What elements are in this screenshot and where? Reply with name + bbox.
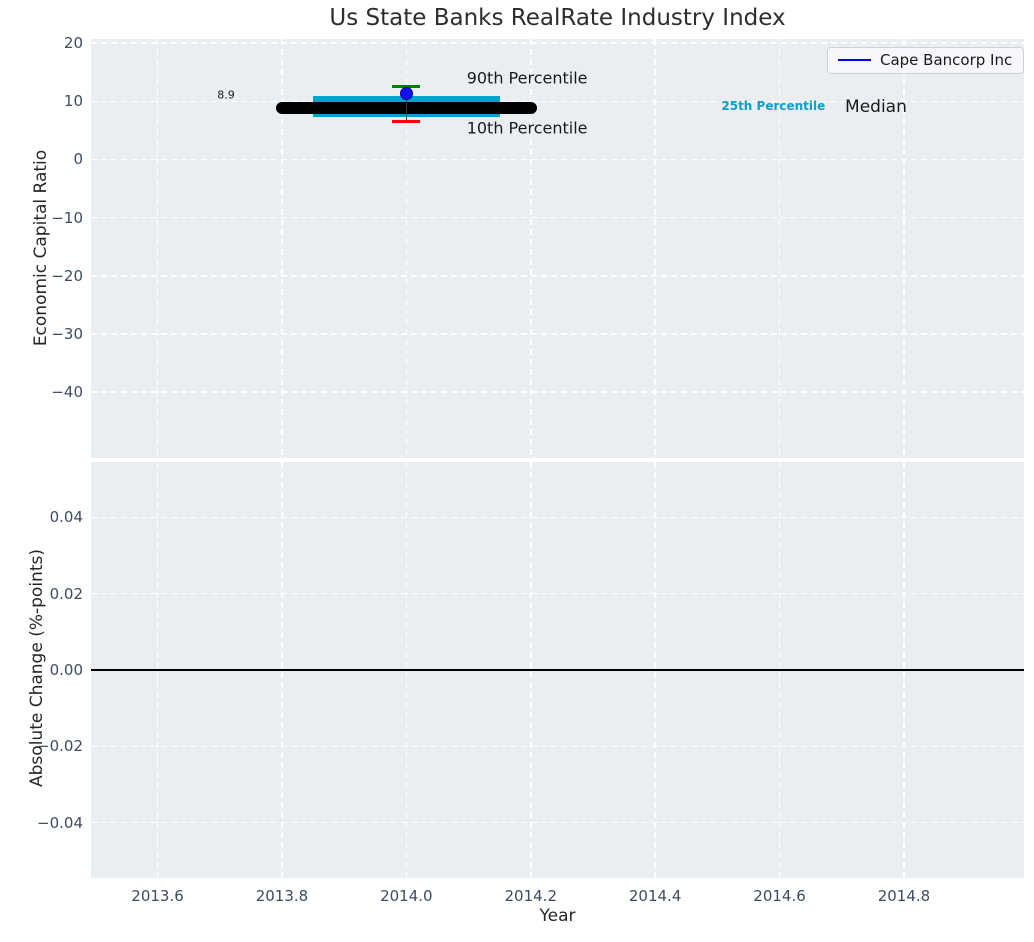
gridline-vertical	[530, 39, 532, 458]
annotation-median-value-label: 8.9	[217, 88, 235, 102]
zero-line	[91, 669, 1024, 671]
y-tick-label: −40	[51, 383, 83, 402]
x-tick-label: 2014.6	[753, 887, 806, 905]
company-point	[399, 86, 413, 100]
x-axis-label: Year	[539, 906, 576, 926]
x-tick-label: 2014.4	[628, 887, 682, 905]
gridline-vertical	[281, 39, 283, 458]
y-tick-label: −0.04	[37, 813, 83, 832]
percentile-errorbar-line	[405, 86, 407, 122]
gridline-horizontal	[91, 821, 1024, 824]
annotation-p90-label: 90th Percentile	[466, 68, 588, 88]
y-tick-label: 0.00	[49, 661, 83, 679]
p90-cap	[392, 84, 421, 88]
y-tick-label: −20	[51, 266, 83, 285]
gridline-horizontal	[91, 42, 1024, 44]
gridline-horizontal	[91, 592, 1024, 595]
legend-line-swatch	[838, 59, 871, 61]
annotation-p25-label: 25th Percentile	[721, 98, 826, 113]
gridline-horizontal	[91, 391, 1024, 393]
gridline-vertical	[156, 39, 159, 458]
gridline-vertical	[903, 39, 905, 458]
legend-label: Cape Bancorp Inc	[880, 51, 1013, 69]
p10-cap	[392, 120, 421, 124]
x-tick-label: 2013.6	[131, 887, 184, 905]
x-tick-label: 2013.8	[255, 887, 309, 905]
y-tick-label: 20	[63, 34, 83, 53]
gridline-horizontal	[91, 516, 1024, 519]
y-axis-label-capital-ratio-text: Economic Capital Ratio	[31, 149, 51, 347]
x-tick-label: 2014.8	[877, 887, 931, 905]
annotation-p10-label: 10th Percentile	[466, 118, 588, 138]
gridline-horizontal	[91, 745, 1024, 748]
gridline-horizontal	[91, 216, 1024, 219]
gridline-horizontal	[91, 333, 1024, 335]
economic-capital-ratio-panel: 8.9 90th Percentile 10th Percentile 25th Pe…	[91, 39, 1024, 458]
chart-title: Us State Banks RealRate Industry Index	[329, 5, 786, 31]
y-tick-label: −0.02	[37, 737, 83, 756]
y-tick-label: 0	[73, 150, 83, 169]
x-tick-label: 2014.2	[504, 887, 558, 905]
y-tick-label: 10	[63, 92, 83, 111]
legend: Cape Bancorp Inc	[827, 47, 1025, 74]
annotation-median-label: Median	[845, 96, 907, 117]
y-tick-label: 0.02	[49, 584, 83, 603]
gridline-vertical	[654, 39, 656, 458]
x-tick-label: 2014.0	[380, 887, 433, 905]
gridline-horizontal	[91, 100, 1024, 103]
absolute-change-panel	[91, 462, 1024, 878]
gridline-vertical	[405, 39, 408, 458]
gridline-vertical	[778, 39, 781, 458]
y-tick-label: −30	[51, 325, 83, 344]
gridline-horizontal	[91, 275, 1024, 277]
y-tick-label: 0.04	[49, 508, 83, 527]
gridline-horizontal	[91, 158, 1024, 161]
y-tick-label: −10	[51, 208, 83, 227]
